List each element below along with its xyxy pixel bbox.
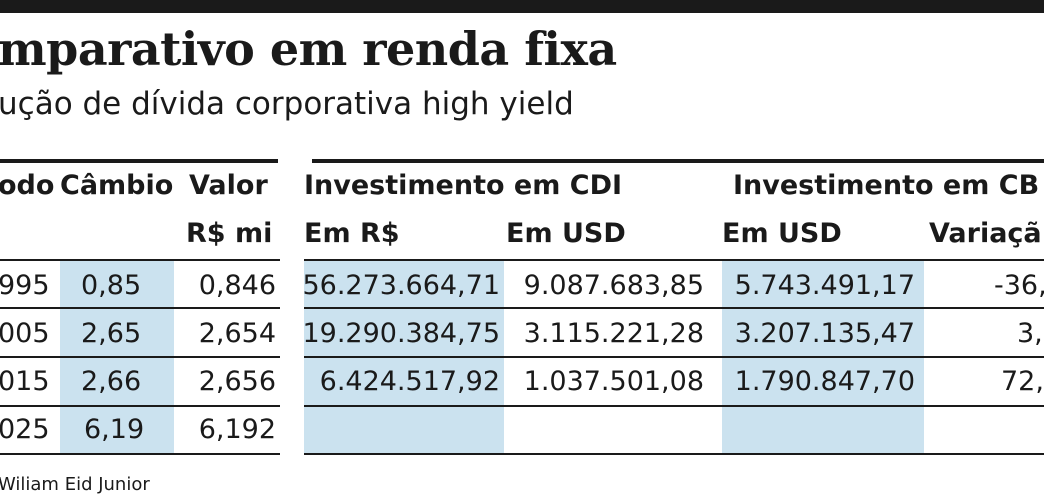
cell-valor: 6,192 bbox=[198, 414, 276, 445]
cell-periodo: 015 bbox=[0, 366, 50, 397]
cell-periodo: 995 bbox=[0, 270, 50, 301]
cell-cdi-usd: 1.037.501,08 bbox=[523, 366, 704, 397]
page-subtitle: ução de dívida corporativa high yield bbox=[0, 86, 574, 122]
cell-cb-usd: 1.790.847,70 bbox=[734, 366, 915, 397]
header-rule-left bbox=[0, 159, 278, 163]
cell-cdi-usd: 9.087.683,85 bbox=[523, 270, 704, 301]
header-periodo: odo bbox=[0, 170, 55, 201]
cell-cb-var: 72, bbox=[1001, 366, 1044, 397]
row-line bbox=[0, 356, 280, 358]
cell-cdi-brl: 56.273.664,71 bbox=[302, 270, 500, 301]
header-cdi: Investimento em CDI bbox=[304, 170, 623, 201]
header-valor: Valor bbox=[189, 170, 268, 201]
row-line bbox=[304, 405, 1044, 407]
cell-periodo: 025 bbox=[0, 414, 50, 445]
row-line bbox=[304, 307, 1044, 309]
cell-cdi-brl: 19.290.384,75 bbox=[302, 318, 500, 349]
top-bar bbox=[0, 0, 1044, 13]
cell-cb-var: -36, bbox=[994, 270, 1044, 301]
cell-cambio: 2,66 bbox=[81, 366, 142, 397]
cell-cb-usd: 5.743.491,17 bbox=[734, 270, 915, 301]
row-line bbox=[0, 405, 280, 407]
cell-valor: 2,656 bbox=[198, 366, 276, 397]
header-cdi-usd: Em USD bbox=[506, 218, 626, 249]
cell-cambio: 2,65 bbox=[81, 318, 142, 349]
header-cdi-brl: Em R$ bbox=[304, 218, 400, 249]
row-line bbox=[304, 356, 1044, 358]
source-credit: Wiliam Eid Junior bbox=[0, 474, 150, 495]
cell-valor: 0,846 bbox=[198, 270, 276, 301]
row-line bbox=[304, 453, 1044, 455]
header-rule-right bbox=[312, 159, 1044, 163]
cell-cambio: 6,19 bbox=[84, 414, 145, 445]
row-line bbox=[0, 453, 280, 455]
cell-periodo: 005 bbox=[0, 318, 50, 349]
row-line bbox=[0, 259, 280, 261]
cell-cambio: 0,85 bbox=[81, 270, 142, 301]
cell-cb-var: 3, bbox=[1017, 318, 1043, 349]
row-line bbox=[0, 307, 280, 309]
header-valor-unit: R$ mi bbox=[186, 218, 273, 249]
header-cambio: Câmbio bbox=[60, 170, 174, 201]
row-line bbox=[304, 259, 1044, 261]
cell-valor: 2,654 bbox=[198, 318, 276, 349]
header-cb-usd: Em USD bbox=[722, 218, 842, 249]
cell-cb-usd: 3.207.135,47 bbox=[734, 318, 915, 349]
header-cb-var: Variaçã bbox=[929, 218, 1042, 249]
page-title: mparativo em renda fixa bbox=[0, 22, 617, 76]
cell-cdi-brl: 6.424.517,92 bbox=[319, 366, 500, 397]
header-cb: Investimento em CB bbox=[733, 170, 1040, 201]
cell-cdi-usd: 3.115.221,28 bbox=[523, 318, 704, 349]
